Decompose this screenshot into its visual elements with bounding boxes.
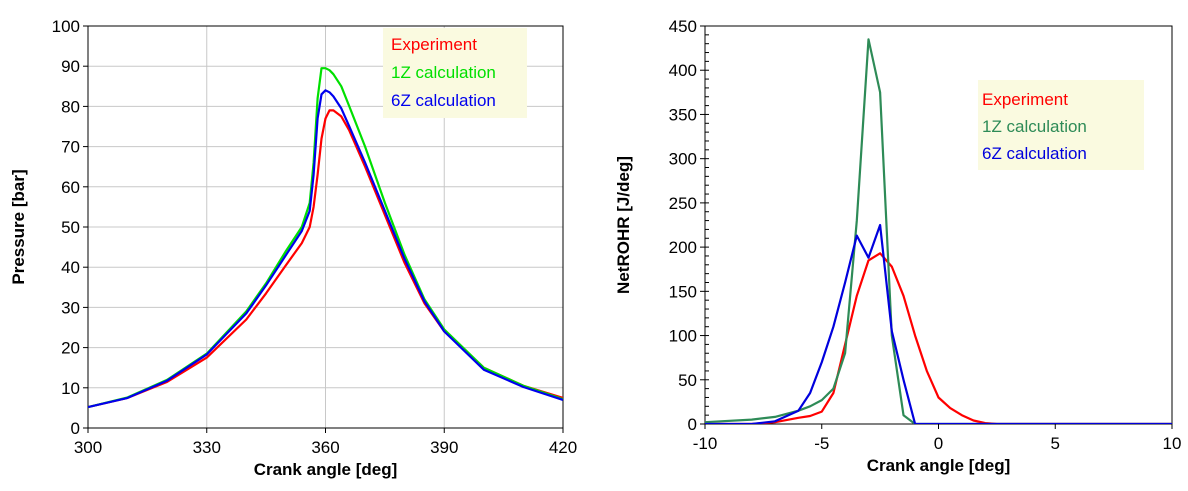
series-line-3 bbox=[88, 89, 563, 409]
x-tick-label: 300 bbox=[74, 438, 102, 457]
y-tick-label: 300 bbox=[669, 150, 697, 169]
y-tick-label: 150 bbox=[669, 282, 697, 301]
y-tick-label: 350 bbox=[669, 105, 697, 124]
x-tick-label: 330 bbox=[193, 438, 221, 457]
y-tick-label: 50 bbox=[61, 218, 80, 237]
x-tick-label: 5 bbox=[1051, 434, 1060, 453]
y-tick-label: 200 bbox=[669, 238, 697, 257]
legend-entry: Experiment bbox=[391, 35, 477, 54]
y-tick-label: 70 bbox=[61, 138, 80, 157]
series-line-3 bbox=[705, 223, 1172, 424]
x-tick-label: -5 bbox=[814, 434, 829, 453]
y-tick-label: 400 bbox=[669, 61, 697, 80]
x-axis-label: Crank angle [deg] bbox=[254, 460, 398, 479]
y-tick-label: 0 bbox=[688, 415, 697, 434]
y-tick-label: 10 bbox=[61, 379, 80, 398]
chart-1: 0 10 20 30 40 50 60 70 80 90 100 300 330 360 390 420 Cra… bbox=[9, 17, 577, 479]
legend-entry: Experiment bbox=[982, 90, 1068, 109]
y-tick-label: 100 bbox=[52, 17, 80, 36]
x-tick-label: 10 bbox=[1163, 434, 1182, 453]
y-axis-label: NetROHR [J/deg] bbox=[614, 156, 633, 294]
y-tick-label: 60 bbox=[61, 178, 80, 197]
y-tick-label: 90 bbox=[61, 57, 80, 76]
y-tick-label: 450 bbox=[669, 17, 697, 36]
series-line-2 bbox=[705, 38, 1172, 424]
x-axis-label: Crank angle [deg] bbox=[867, 456, 1011, 475]
legend-entry: 6Z calculation bbox=[982, 144, 1087, 163]
x-tick-label: 420 bbox=[549, 438, 577, 457]
y-tick-label: 100 bbox=[669, 327, 697, 346]
legend-box bbox=[978, 80, 1144, 170]
y-tick-label: 50 bbox=[678, 371, 697, 390]
chart-2: 0 50 100 150 200 250 300 350 400 450 -10 -5 0 5 10 Cran… bbox=[614, 17, 1181, 475]
x-tick-label: 390 bbox=[430, 438, 458, 457]
y-tick-label: 40 bbox=[61, 258, 80, 277]
legend-entry: 6Z calculation bbox=[391, 91, 496, 110]
y-tick-label: 250 bbox=[669, 194, 697, 213]
series-line-1 bbox=[705, 252, 1172, 424]
y-tick-label: 30 bbox=[61, 298, 80, 317]
x-tick-label: -10 bbox=[693, 434, 718, 453]
y-tick-label: 80 bbox=[61, 97, 80, 116]
legend-box bbox=[383, 28, 527, 118]
legend-entry: 1Z calculation bbox=[982, 117, 1087, 136]
x-tick-label: 360 bbox=[311, 438, 339, 457]
y-axis-label: Pressure [bar] bbox=[9, 169, 28, 284]
y-tick-label: 20 bbox=[61, 339, 80, 358]
y-tick-label: 0 bbox=[71, 419, 80, 438]
legend-entry: 1Z calculation bbox=[391, 63, 496, 82]
x-tick-label: 0 bbox=[934, 434, 943, 453]
